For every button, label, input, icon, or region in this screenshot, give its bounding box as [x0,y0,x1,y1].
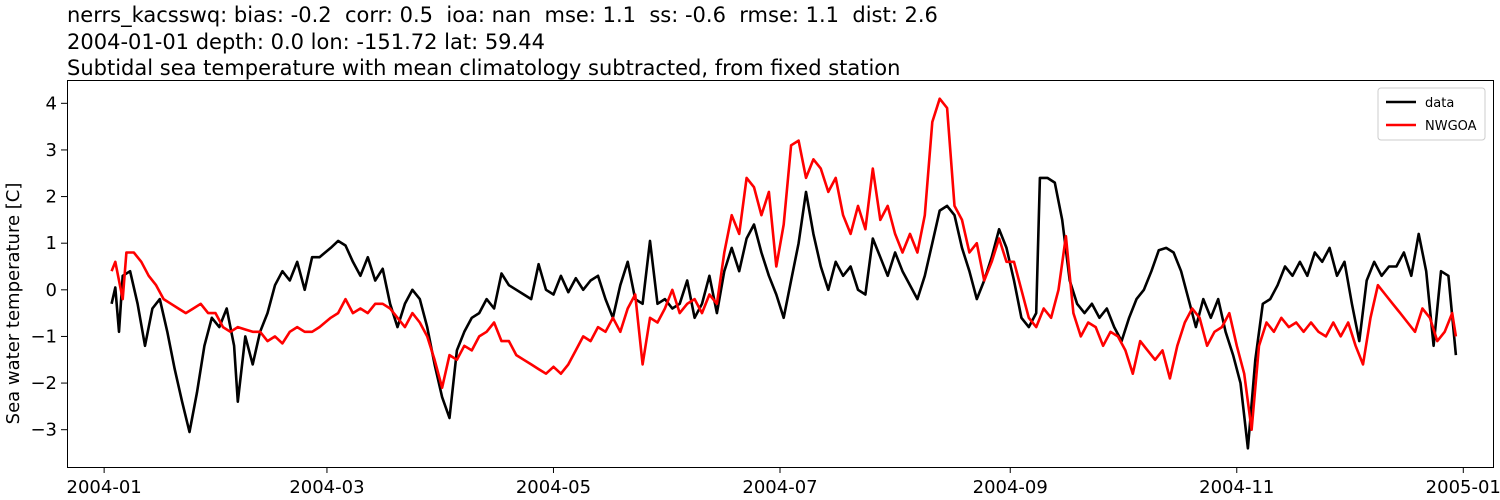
series-line-data [110,176,1458,450]
x-tick-label: 2004-05 [516,477,591,498]
y-axis-label: Sea water temperature [C] [3,183,24,425]
series-layer [110,97,1458,450]
y-tick-label: 4 [46,93,57,114]
x-tick-label: 2004-11 [1199,477,1274,498]
x-tick-label: 2005-01 [1426,477,1500,498]
legend-label-nwgoa: NWGOA [1425,119,1477,134]
y-tick-label: 1 [46,233,57,254]
legend-label-data: data [1425,96,1454,111]
y-axis: −3 −2 −1 0 1 2 3 4 [30,93,67,441]
y-tick-label: −3 [30,420,57,441]
x-tick-label: 2004-09 [973,477,1048,498]
legend: data NWGOA [1377,87,1486,141]
y-tick-label: 0 [46,280,57,301]
x-tick-label: 2004-03 [289,477,364,498]
x-tick-label: 2004-07 [742,477,817,498]
x-tick-label: 2004-01 [67,477,142,498]
y-tick-label: 2 [46,187,57,208]
chart-title-line-3: Subtidal sea temperature with mean clima… [67,56,901,80]
x-axis: 2004-01 2004-03 2004-05 2004-07 2004-09 2004-… [67,467,1500,498]
y-tick-label: 3 [46,140,57,161]
chart-title-line-1: nerrs_kacsswq: bias: -0.2 corr: 0.5 ioa:… [67,3,938,27]
y-tick-label: −2 [30,373,57,394]
chart-title-line-2: 2004-01-01 depth: 0.0 lon: -151.72 lat: … [67,30,545,54]
series-line-nwgoa [110,97,1458,431]
y-tick-label: −1 [30,326,57,347]
